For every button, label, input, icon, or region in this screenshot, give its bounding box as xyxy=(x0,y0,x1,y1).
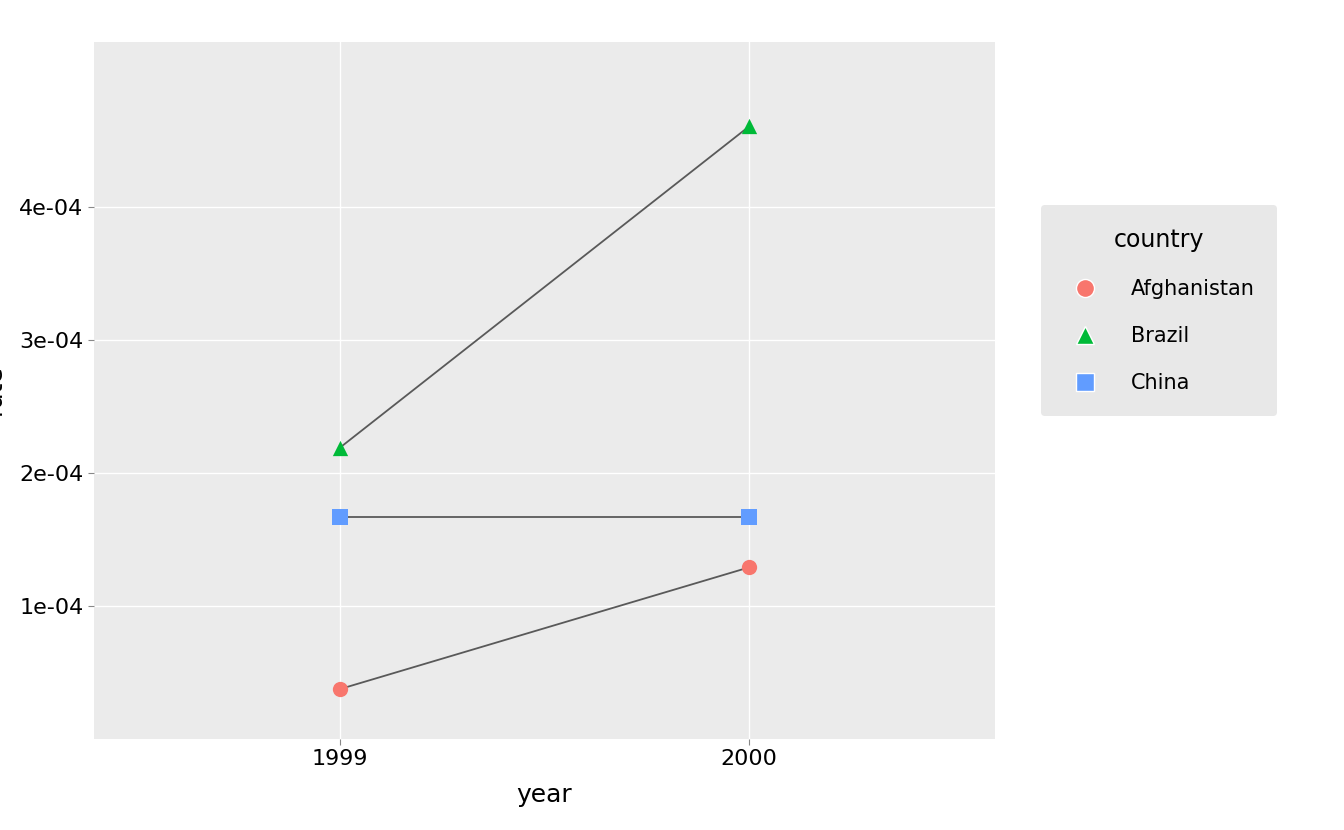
Point xyxy=(738,510,759,523)
Point xyxy=(329,442,351,455)
Legend: Afghanistan, Brazil, China: Afghanistan, Brazil, China xyxy=(1042,205,1277,417)
Point xyxy=(329,682,351,696)
Point xyxy=(738,120,759,133)
Point xyxy=(329,510,351,523)
Y-axis label: rate: rate xyxy=(0,364,5,416)
X-axis label: year: year xyxy=(516,783,573,807)
Point xyxy=(738,561,759,574)
